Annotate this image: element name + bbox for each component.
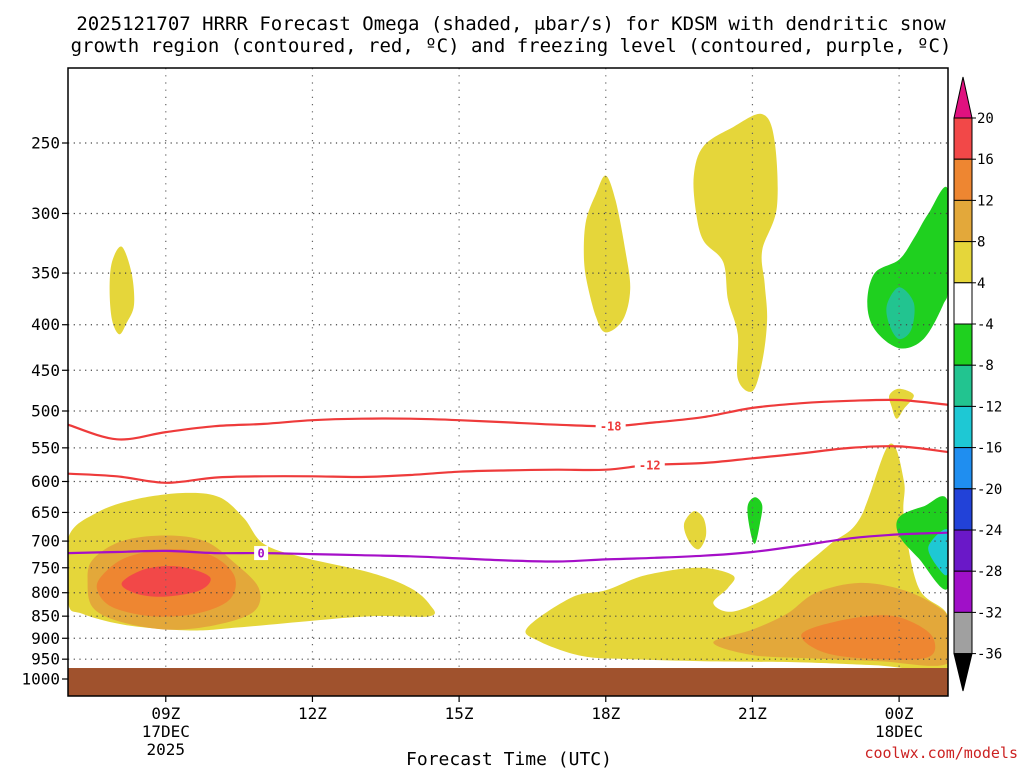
x-tick-label-9-0: 09Z	[151, 704, 180, 723]
colorbar-band-10	[953, 488, 973, 531]
y-tick-label-550: 550	[31, 438, 60, 457]
colorbar-label-7: -12	[977, 399, 1002, 415]
colorbar-label-3: 8	[977, 235, 985, 251]
colorbar-label-11: -28	[977, 564, 1002, 580]
y-tick-label-650: 650	[31, 503, 60, 522]
contour-isotherm-minus-12	[68, 445, 948, 484]
chart-title-line-1: 2025121707 HRRR Forecast Omega (shaded, …	[76, 13, 946, 35]
colorbar-cap-bottom	[953, 653, 973, 692]
omega-region-descent-low-level-late	[896, 496, 948, 590]
colorbar-band-9	[953, 447, 973, 490]
contour-label-isotherm-minus-12: -12	[639, 459, 661, 473]
omega-region-aloft-cell-21z	[693, 113, 778, 392]
y-tick-label-750: 750	[31, 558, 60, 577]
x-axis-title: Forecast Time (UTC)	[406, 749, 612, 768]
credit-text: coolwx.com/models	[864, 744, 1018, 762]
colorbar-label-10: -24	[977, 523, 1002, 539]
colorbar-label-8: -16	[977, 441, 1002, 457]
x-tick-label-9-1: 17DEC	[142, 722, 190, 741]
x-tick-label-9-2: 2025	[147, 740, 186, 759]
colorbar-band-2	[953, 158, 973, 201]
contour-lines: -18 -12 0	[68, 398, 948, 563]
colorbar-label-2: 12	[977, 193, 994, 209]
x-tick-label-21-0: 21Z	[738, 704, 767, 723]
surface-below-ground	[68, 668, 948, 696]
colorbar-label-0: 20	[977, 111, 994, 127]
colorbar-band-3	[953, 199, 973, 243]
colorbar-label-5: -4	[977, 317, 994, 333]
colorbar-band-12	[953, 570, 973, 613]
omega-region-descent-21z-small	[747, 497, 763, 544]
contour-freezing-level-0	[68, 531, 948, 563]
colorbar-cap-top	[953, 76, 973, 119]
y-tick-label-800: 800	[31, 583, 60, 602]
contour-label-bg-isotherm-minus-12	[634, 458, 665, 473]
omega-region-descent-aloft-late-core	[886, 287, 915, 340]
colorbar-band-4	[953, 241, 973, 284]
x-tick-label-24-0: 00Z	[885, 704, 914, 723]
y-tick-label-950: 950	[31, 650, 60, 669]
colorbar-band-13	[953, 611, 973, 655]
omega-region-evening-low-level-ascent-12	[801, 615, 936, 660]
y-tick-label-400: 400	[31, 315, 60, 334]
contour-label-bg-freezing-level-0	[254, 546, 269, 561]
colorbar-label-9: -20	[977, 482, 1002, 498]
contour-label-bg-isotherm-minus-18	[595, 419, 626, 434]
colorbar-band-1	[953, 117, 973, 160]
y-tick-label-600: 600	[31, 472, 60, 491]
omega-region-aloft-cell-18z	[583, 175, 631, 333]
colorbar-label-12: -32	[977, 605, 1002, 621]
colorbar-band-7	[953, 364, 973, 407]
y-axis-ticks: 250 300 350 400 450 500 550 600 650 700 750 800 850 9…	[21, 134, 68, 689]
omega-region-small-aloft-cell-08z	[109, 246, 135, 335]
y-tick-label-1000: 1000	[21, 670, 60, 689]
colorbar-band-8	[953, 405, 973, 449]
y-tick-label-900: 900	[31, 629, 60, 648]
colorbar-band-5	[953, 282, 973, 325]
colorbar-label-13: -36	[977, 647, 1002, 663]
y-tick-label-850: 850	[31, 607, 60, 626]
y-tick-label-450: 450	[31, 361, 60, 380]
omega-region-small-cell-20z	[683, 511, 707, 550]
colorbar-label-1: 16	[977, 152, 994, 168]
omega-shading-layer	[68, 113, 948, 671]
contour-label-isotherm-minus-18: -18	[600, 420, 622, 434]
x-tick-label-18-0: 18Z	[591, 704, 620, 723]
x-tick-label-24-1: 18DEC	[875, 722, 923, 741]
y-tick-label-300: 300	[31, 204, 60, 223]
chart-title-line-2: growth region (contoured, red, ºC) and f…	[71, 35, 952, 57]
plot-area: -18 -12 0	[68, 68, 948, 696]
colorbar-label-4: 4	[977, 276, 985, 292]
y-tick-label-250: 250	[31, 134, 60, 153]
y-tick-label-700: 700	[31, 532, 60, 551]
colorbar-band-6	[953, 323, 973, 366]
omega-region-early-low-level-ascent-max	[121, 566, 211, 597]
colorbar: 20 16 12 8 4 -4 -8 -12 -16 -20 -24 -28 -32 -36	[953, 76, 1002, 692]
contour-label-freezing-level-0: 0	[257, 547, 264, 561]
y-tick-label-350: 350	[31, 264, 60, 283]
y-tick-label-500: 500	[31, 402, 60, 421]
plot-frame	[67, 67, 949, 697]
contour-isotherm-minus-18	[68, 398, 948, 441]
x-tick-label-12-0: 12Z	[298, 704, 327, 723]
colorbar-label-6: -8	[977, 358, 994, 374]
omega-region-descent-low-level-late-core	[928, 529, 948, 576]
colorbar-band-11	[953, 529, 973, 572]
x-tick-label-15-0: 15Z	[445, 704, 474, 723]
